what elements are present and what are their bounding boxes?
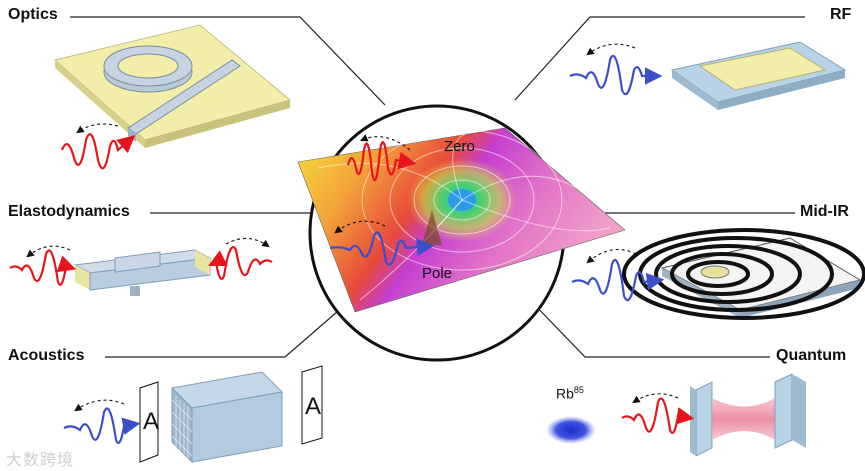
acoustics-device — [139, 365, 323, 464]
label-optics: Optics — [8, 6, 58, 23]
rb-atom — [546, 416, 596, 444]
rf-blue-wave — [569, 54, 663, 96]
elastodynamics-left-red-wave — [9, 249, 77, 286]
label-acoustics: Acoustics — [8, 347, 85, 364]
acoustics-letter-left: A — [143, 408, 160, 435]
label-zero: Zero — [444, 138, 475, 155]
optics-device — [54, 24, 291, 148]
elastodynamics-right-arrow — [225, 237, 270, 248]
optics-red-wave — [60, 133, 136, 170]
acoustics-reflect-arrow — [74, 399, 125, 412]
watermark: 大数跨境 — [6, 450, 75, 469]
elastodynamics-device — [73, 249, 212, 296]
midir-blue-wave — [571, 258, 665, 302]
center-blue-wave — [329, 231, 435, 266]
label-midir: Mid-IR — [800, 203, 849, 220]
elastodynamics-right-red-wave — [208, 246, 273, 280]
rb-atom-base: Rb — [556, 385, 574, 402]
optics-reflect-arrow — [76, 123, 119, 134]
center-reflect-arrow-bottom — [334, 220, 386, 234]
label-rf: RF — [830, 6, 852, 23]
complex-surface — [297, 127, 626, 313]
label-quantum: Quantum — [776, 347, 847, 364]
rb-atom-sup: 85 — [573, 385, 584, 395]
midir-device — [622, 228, 865, 320]
rb85-label: Rb85 — [556, 385, 584, 402]
quantum-cavity — [690, 373, 806, 457]
connector-lines — [70, 16, 805, 358]
rf-reflect-arrow — [586, 43, 636, 56]
acoustics-blue-wave — [63, 407, 141, 444]
label-pole: Pole — [422, 265, 453, 282]
midir-reflect-arrow — [586, 248, 637, 264]
center-red-wave — [346, 141, 417, 182]
quantum-red-wave — [621, 397, 695, 434]
rf-device — [670, 41, 847, 110]
quantum-reflect-arrow — [632, 393, 679, 404]
label-elastodynamics: Elastodynamics — [8, 203, 130, 220]
acoustics-letter-right: A — [305, 393, 322, 420]
